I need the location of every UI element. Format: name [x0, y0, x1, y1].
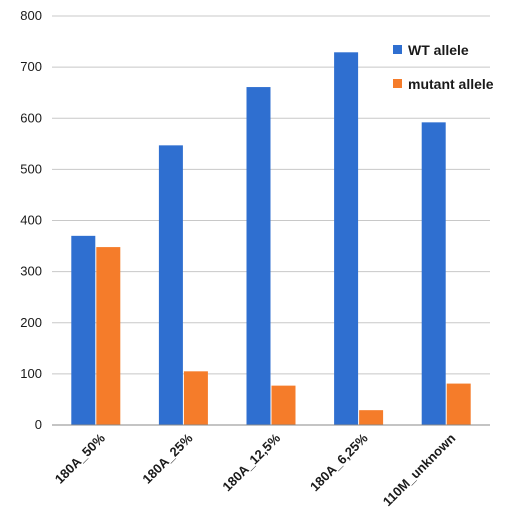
y-tick-label: 500	[20, 161, 42, 176]
bar-mutant-allele	[446, 383, 471, 425]
x-category-label: 110M_unknown	[380, 430, 459, 509]
x-category-label: 180A_50%	[52, 430, 108, 486]
legend: WT allele mutant allele	[393, 42, 494, 92]
bar-mutant-allele	[96, 247, 121, 425]
y-tick-label: 0	[35, 417, 42, 432]
y-tick-label: 200	[20, 315, 42, 330]
bar-mutant-allele	[359, 410, 384, 425]
bar-wt-allele	[71, 235, 96, 425]
bars	[71, 52, 471, 426]
bar-wt-allele	[158, 145, 183, 425]
bar-mutant-allele	[183, 371, 208, 425]
y-tick-label: 700	[20, 59, 42, 74]
y-tick-label: 400	[20, 213, 42, 228]
bar-wt-allele	[246, 87, 271, 425]
bar-wt-allele	[334, 52, 359, 426]
y-tick-label: 800	[20, 8, 42, 23]
y-tick-label: 300	[20, 264, 42, 279]
bar-wt-allele	[421, 122, 446, 425]
legend-swatch-wt	[393, 45, 402, 54]
y-tick-label: 600	[20, 110, 42, 125]
x-category-label: 180A_12,5%	[219, 430, 283, 494]
bar-mutant-allele	[271, 385, 296, 425]
x-category-label: 180A_25%	[139, 430, 195, 486]
gridlines	[52, 15, 490, 375]
y-tick-label: 100	[20, 366, 42, 381]
category-labels: 180A_50% 180A_25% 180A_12,5% 180A_6,25% 110M…	[52, 430, 459, 509]
legend-swatch-mutant	[393, 79, 402, 88]
legend-label-wt: WT allele	[408, 42, 469, 58]
x-category-label: 180A_6,25%	[307, 430, 371, 494]
legend-label-mutant: mutant allele	[408, 76, 494, 92]
y-axis-ticks: 0 100 200 300 400 500 600 700 800	[20, 8, 42, 432]
